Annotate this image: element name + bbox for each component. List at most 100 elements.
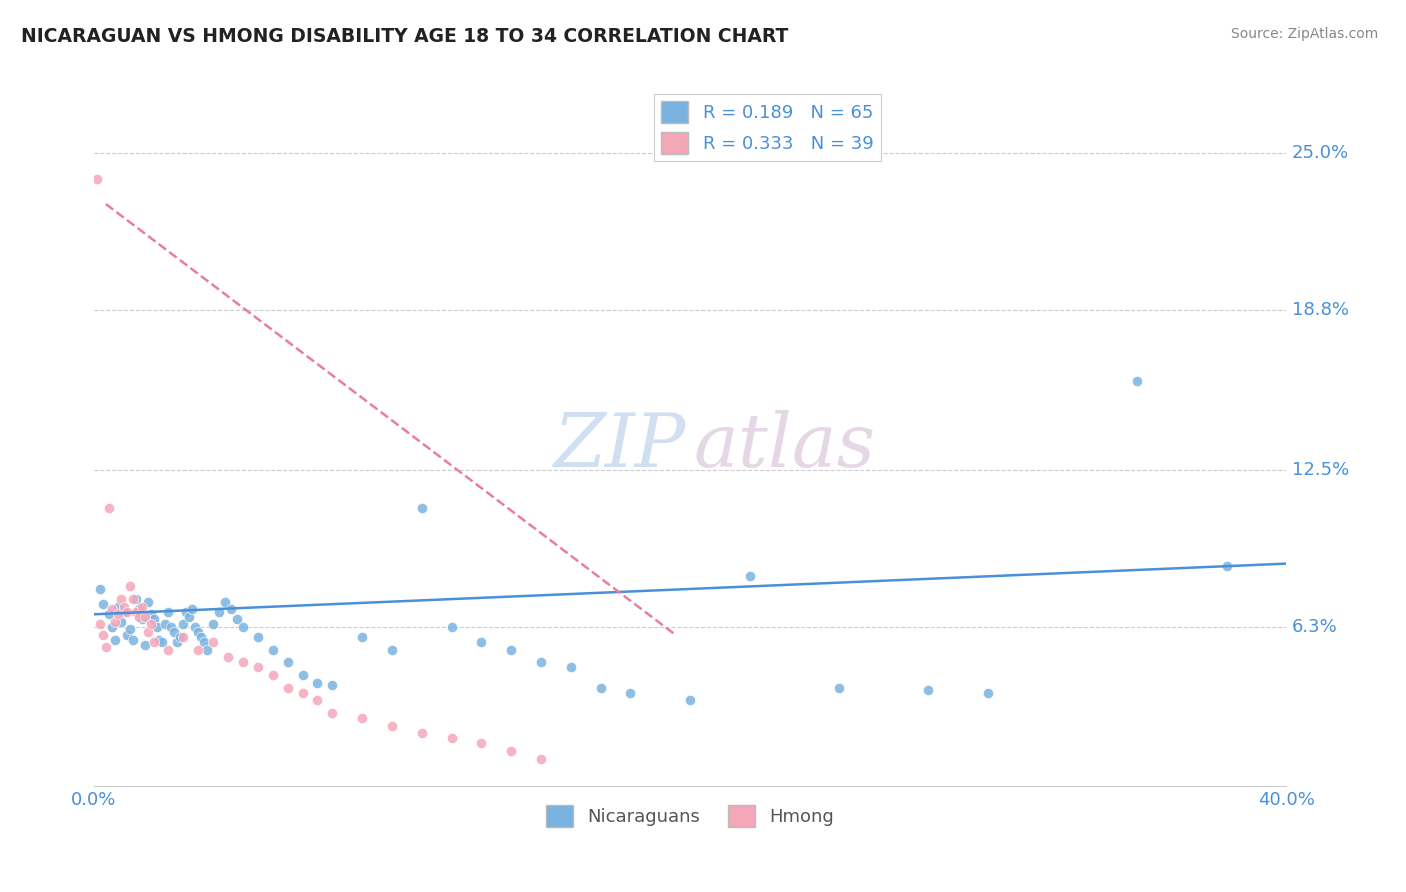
Point xyxy=(232,620,254,634)
Point xyxy=(139,607,162,622)
Point xyxy=(94,640,117,655)
Point xyxy=(91,627,114,641)
Point xyxy=(124,592,146,607)
Legend: Nicaraguans, Hmong: Nicaraguans, Hmong xyxy=(538,797,841,834)
Point xyxy=(115,627,138,641)
Point xyxy=(193,635,215,649)
Point xyxy=(232,656,254,670)
Point xyxy=(86,171,108,186)
Point xyxy=(501,744,523,758)
Point xyxy=(470,635,492,649)
Point xyxy=(134,609,156,624)
Point xyxy=(179,609,201,624)
Point xyxy=(187,625,209,640)
Point xyxy=(381,719,404,733)
Point xyxy=(91,597,114,611)
Point xyxy=(157,642,180,657)
Point xyxy=(112,599,135,614)
Text: Source: ZipAtlas.com: Source: ZipAtlas.com xyxy=(1230,27,1378,41)
Point xyxy=(131,612,153,626)
Point xyxy=(246,630,269,644)
Point xyxy=(118,623,141,637)
Point xyxy=(139,617,162,632)
Point xyxy=(112,605,135,619)
Point xyxy=(219,602,242,616)
Point xyxy=(160,620,183,634)
Point xyxy=(89,617,111,632)
Point xyxy=(411,500,433,515)
Point xyxy=(828,681,851,695)
Text: 18.8%: 18.8% xyxy=(1292,301,1350,319)
Point xyxy=(148,632,170,647)
Point xyxy=(136,594,159,608)
Point xyxy=(560,660,582,674)
Point xyxy=(124,605,146,619)
Point xyxy=(187,642,209,657)
Point xyxy=(145,620,167,634)
Point xyxy=(104,632,127,647)
Point xyxy=(277,681,299,695)
Point xyxy=(738,569,761,583)
Point xyxy=(97,607,120,622)
Point xyxy=(291,668,314,682)
Text: atlas: atlas xyxy=(693,410,876,483)
Point xyxy=(155,617,177,632)
Point xyxy=(262,642,284,657)
Point xyxy=(307,693,329,707)
Point xyxy=(352,630,374,644)
Point xyxy=(440,731,463,746)
Point xyxy=(121,592,143,607)
Point xyxy=(470,736,492,750)
Point xyxy=(181,602,204,616)
Point xyxy=(277,656,299,670)
Point xyxy=(501,642,523,657)
Point xyxy=(321,706,343,720)
Point xyxy=(1126,374,1149,388)
Point xyxy=(118,579,141,593)
Point xyxy=(352,711,374,725)
Point xyxy=(115,605,138,619)
Point xyxy=(176,605,198,619)
Point xyxy=(679,693,702,707)
Point xyxy=(128,602,150,616)
Point xyxy=(110,592,132,607)
Point xyxy=(136,625,159,640)
Point xyxy=(142,612,165,626)
Point xyxy=(172,630,194,644)
Point xyxy=(89,582,111,596)
Point xyxy=(131,599,153,614)
Point xyxy=(110,615,132,629)
Point xyxy=(977,686,1000,700)
Point xyxy=(121,632,143,647)
Point xyxy=(107,607,129,622)
Point xyxy=(202,635,225,649)
Point xyxy=(262,668,284,682)
Point xyxy=(246,660,269,674)
Point xyxy=(172,617,194,632)
Point xyxy=(134,638,156,652)
Point xyxy=(208,605,231,619)
Text: 6.3%: 6.3% xyxy=(1292,618,1339,636)
Point xyxy=(169,630,191,644)
Point xyxy=(619,686,641,700)
Point xyxy=(184,620,207,634)
Point xyxy=(202,617,225,632)
Text: ZIP: ZIP xyxy=(554,410,686,483)
Point xyxy=(97,500,120,515)
Point xyxy=(307,675,329,690)
Point xyxy=(101,620,124,634)
Point xyxy=(291,686,314,700)
Point xyxy=(589,681,612,695)
Point xyxy=(166,635,188,649)
Point xyxy=(226,612,249,626)
Point xyxy=(214,594,236,608)
Point xyxy=(440,620,463,634)
Point xyxy=(190,630,212,644)
Point xyxy=(163,625,186,640)
Point xyxy=(917,683,939,698)
Point xyxy=(321,678,343,692)
Point xyxy=(157,605,180,619)
Text: NICARAGUAN VS HMONG DISABILITY AGE 18 TO 34 CORRELATION CHART: NICARAGUAN VS HMONG DISABILITY AGE 18 TO… xyxy=(21,27,789,45)
Point xyxy=(1215,559,1237,574)
Point xyxy=(128,609,150,624)
